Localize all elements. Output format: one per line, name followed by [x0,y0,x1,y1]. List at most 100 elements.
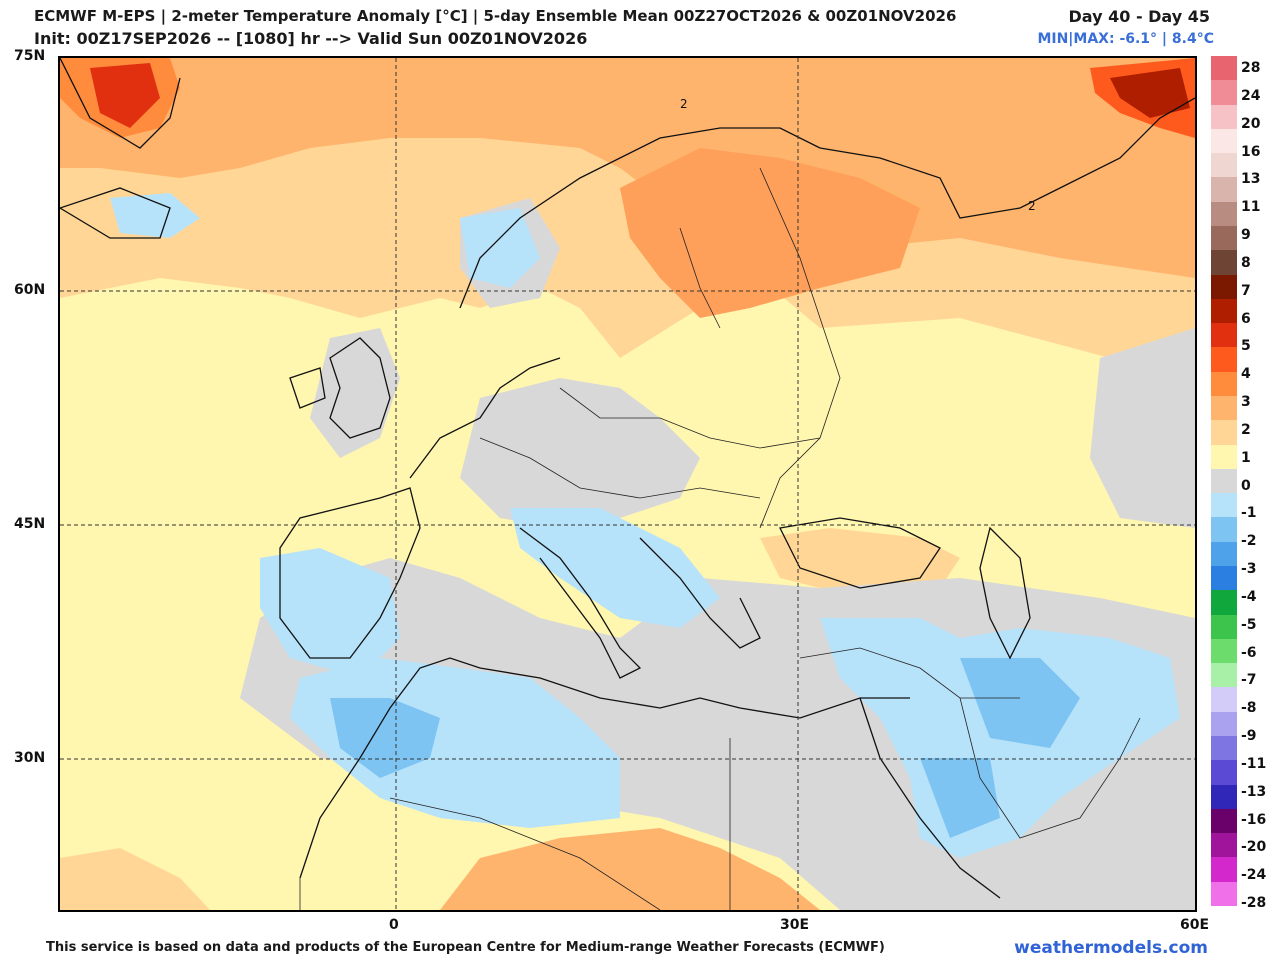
legend-color-cell [1211,833,1237,858]
coastline-balkans [639,537,761,649]
legend-level-label: -16 [1241,811,1267,828]
legend-level-label: 5 [1241,338,1251,355]
coastline-black-sea [779,517,941,589]
legend-color-cell [1211,104,1237,130]
legend-level-label: -13 [1241,783,1267,800]
color-legend [1211,56,1237,907]
legend-color-cell [1211,808,1237,834]
legend-color-cell [1211,857,1237,883]
neutral-zone-britain [310,328,400,458]
legend-level-label: -7 [1241,672,1257,689]
coastline-russia-arctic [819,97,1195,219]
legend-color-cell [1211,347,1237,373]
cool-anomaly-iceland [110,193,200,238]
legend-color-cell [1211,638,1237,664]
legend-color-cell [1211,444,1237,470]
cool-anomaly-morocco-core [330,698,440,778]
warm-anomaly-west-africa [60,848,210,910]
cool-anomaly-norway [460,208,540,288]
legend-color-cell [1211,711,1237,737]
legend-level-label: 9 [1241,227,1251,243]
legend-color-cell [1211,760,1237,786]
lat-lon-grid [60,58,1195,910]
forecast-day-range: Day 40 - Day 45 [1068,7,1210,26]
warm-anomaly-core [620,148,920,318]
legend-color-cell [1211,663,1237,688]
legend-color-cell [1211,468,1237,494]
legend-level-label: -11 [1241,755,1267,772]
legend-level-label: -20 [1241,839,1267,856]
legend-level-label: 1 [1241,449,1251,466]
border-arabia [959,697,1141,839]
lat-label-75n: 75N [14,48,46,64]
legend-color-cell [1211,517,1237,543]
legend-color-cell [1211,590,1237,616]
legend-level-label: 8 [1241,254,1251,271]
legend-level-label: 3 [1241,394,1251,410]
coastline-great-britain [329,337,391,439]
legend-color-cell [1211,420,1237,446]
border-turkey-syria [799,647,1020,699]
legend-color-cell [1211,371,1237,397]
legend-level-label: -24 [1241,867,1267,884]
coastline-france-benelux [409,357,561,479]
legend-color-cell [1211,128,1237,154]
coastline-north-africa [299,657,910,879]
legend-color-cell [1211,784,1237,810]
anomaly-map: 2 2 [58,56,1197,912]
legend-color-cell [1211,226,1237,251]
cool-anomaly-iberia [260,548,400,678]
legend-color-cell [1211,493,1237,518]
coastlines [60,58,1195,899]
contour-label: 2 [1028,199,1036,213]
legend-color-cell [1211,201,1237,227]
coastline-greenland [60,58,181,149]
legend-level-label: -6 [1241,644,1257,661]
cool-anomaly-balkans [510,508,720,628]
legend-color-cell [1211,736,1237,761]
warm-anomaly-greenland-core [90,63,160,128]
lat-label-30n: 30N [14,750,46,766]
chart-title-line-1: ECMWF M-EPS | 2-meter Temperature Anomal… [34,7,957,25]
data-credit: This service is based on data and produc… [46,940,885,955]
coastline-iceland [60,187,171,239]
legend-level-label: -2 [1241,533,1257,550]
legend-level-label: 0 [1241,477,1251,494]
legend-color-cell [1211,56,1237,81]
legend-color-cell [1211,566,1237,591]
legend-level-label: 2 [1241,421,1251,438]
warm-anomaly-black-sea [760,528,960,598]
coastline-caspian-sea [979,526,1031,660]
legend-color-cell [1211,881,1237,907]
legend-level-label: -8 [1241,700,1257,717]
legend-level-label: 11 [1241,199,1261,216]
border-alpine [479,437,761,499]
legend-level-label: 6 [1241,310,1251,327]
anomaly-map-canvas: 2 2 [60,58,1195,910]
min-max-readout: MIN|MAX: -6.1° | 8.4°C [1037,31,1214,47]
neutral-zone-central-europe [460,378,700,528]
warm-anomaly-siberia-core [1110,68,1190,118]
legend-level-label: -1 [1241,505,1257,522]
legend-level-label: 7 [1241,282,1251,299]
legend-color-cell [1211,80,1237,106]
legend-color-cell [1211,614,1237,640]
contour-label: 2 [680,97,688,111]
legend-color-cell [1211,153,1237,178]
legend-level-label: -28 [1241,895,1267,911]
legend-color-cell [1211,250,1237,276]
border-algeria-libya [389,797,661,910]
legend-level-label: -4 [1241,588,1257,605]
coastline-ireland [289,367,326,409]
country-borders [299,167,1141,910]
site-link[interactable]: weathermodels.com [1014,938,1208,958]
coastline-italy [519,527,642,679]
legend-color-cell [1211,541,1237,567]
neutral-zone-kazakhstan [1090,328,1195,528]
lat-label-60n: 60N [14,282,46,298]
lon-label-30e: 30E [780,917,810,933]
coastline-iberia [279,487,421,659]
legend-level-label: 24 [1241,87,1261,104]
legend-level-label: 28 [1241,60,1261,76]
legend-level-label: -5 [1241,616,1257,633]
